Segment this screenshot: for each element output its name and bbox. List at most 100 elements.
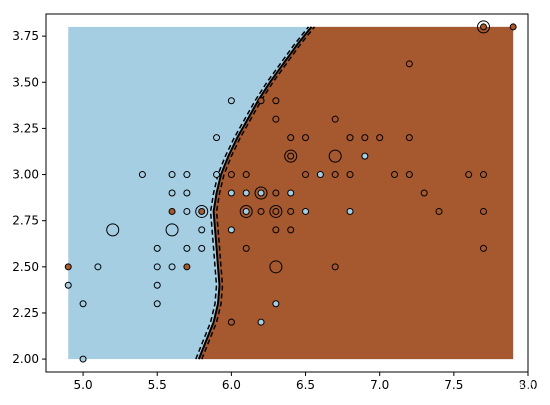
data-point [257,207,265,215]
data-point [153,244,161,252]
data-point [227,97,235,105]
data-point [272,97,280,105]
data-point [257,318,265,326]
margin-line-upper [201,26,316,360]
support-vector-ring [269,260,283,274]
data-point [227,171,235,179]
plot-area [64,20,517,363]
axes-frame [45,13,529,373]
data-point [242,244,250,252]
data-point [227,189,235,197]
y-tick-label: 3.00 [12,168,39,182]
y-tick-label: 2.75 [12,214,39,228]
support-vector-ring [269,204,283,218]
data-point [405,134,413,142]
data-point [213,134,221,142]
data-point [168,207,176,215]
watermark: 量子位 [483,379,536,395]
support-vector-ring [328,149,342,163]
support-vector-ring [195,204,209,218]
data-point [331,263,339,271]
x-tick-label: 7.0 [370,378,389,392]
data-point [94,263,102,271]
data-point [257,189,265,197]
data-point [361,134,369,142]
data-point [376,134,384,142]
data-point [480,244,488,252]
data-point [509,23,517,31]
data-point [153,300,161,308]
y-tick-label: 3.50 [12,75,39,89]
data-point [420,189,428,197]
support-vector-ring [106,223,120,237]
data-point [272,300,280,308]
data-point [79,300,87,308]
data-point [435,207,443,215]
y-tick-label: 2.50 [12,260,39,274]
y-tick-label: 2.25 [12,306,39,320]
data-point [64,281,72,289]
x-tick-label: 8.0 [518,378,537,392]
data-point [272,189,280,197]
data-point [183,263,191,271]
data-point [302,134,310,142]
x-tick-label: 5.5 [148,378,167,392]
data-point [138,171,146,179]
x-tick-label: 5.0 [74,378,93,392]
y-tick-label: 3.75 [12,29,39,43]
data-point [405,171,413,179]
data-point [227,226,235,234]
data-point [287,226,295,234]
data-point [331,171,339,179]
data-point [153,281,161,289]
data-point [242,189,250,197]
data-point [257,97,265,105]
data-point [168,189,176,197]
data-point [331,115,339,123]
data-point [465,171,473,179]
data-point [153,263,161,271]
y-tick-label: 2.00 [12,352,39,366]
support-vector-ring [165,223,179,237]
data-point [183,171,191,179]
data-point [242,207,250,215]
data-point [198,244,206,252]
support-vector-ring [254,186,268,200]
region-class-b [198,26,514,360]
data-point [213,171,221,179]
data-point [287,189,295,197]
data-point [302,171,310,179]
data-point [316,171,324,179]
data-point [346,207,354,215]
support-vector-ring [284,149,298,163]
data-point [480,207,488,215]
decision-boundary-line [197,26,313,360]
data-point [183,244,191,252]
support-vector-ring [239,204,253,218]
y-tick-label: 3.25 [12,121,39,135]
data-point [198,207,206,215]
data-point [272,115,280,123]
data-point [227,318,235,326]
data-point [405,60,413,68]
data-point [64,263,72,271]
data-point [79,355,87,363]
data-point [287,152,295,160]
data-point [346,134,354,142]
support-vector-ring [477,20,491,34]
data-point [346,171,354,179]
axes: 5.0 5.5 6.0 6.5 7.0 7.5 8.0 2.00 2.25 2.50 2.75 3.0… [12,13,538,392]
data-point [198,226,206,234]
data-point [480,171,488,179]
data-point [168,171,176,179]
x-tick-label: 6.0 [222,378,241,392]
data-point [287,207,295,215]
data-point [183,207,191,215]
x-tick-label: 6.5 [296,378,315,392]
data-point [272,207,280,215]
watermark-logo-icon [483,379,499,395]
watermark-text: 量子位 [503,381,536,394]
data-point [168,263,176,271]
data-point [183,189,191,197]
